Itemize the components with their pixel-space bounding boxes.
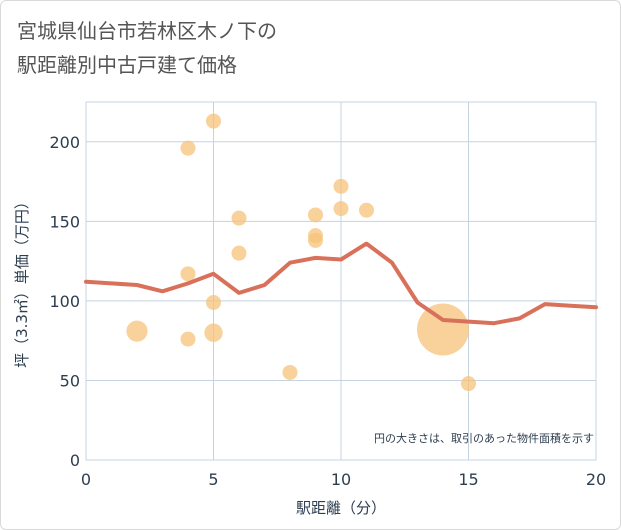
scatter-point [308, 207, 323, 223]
y-axis-label: 坪（3.3㎡）単価（万円） [13, 194, 31, 368]
scatter-point [206, 294, 221, 310]
trend-line [84, 241, 598, 326]
y-tick-label: 200 [49, 133, 80, 152]
x-tick-label: 5 [208, 470, 218, 489]
scatter-point [180, 140, 196, 156]
x-axis-label: 駅距離（分） [296, 499, 386, 517]
chart-title: 宮城県仙台市若林区木ノ下の 駅距離別中古戸建て価格 [17, 19, 277, 77]
scatter-point [206, 113, 221, 129]
scatter-point [417, 303, 469, 356]
y-tick-label: 0 [70, 451, 80, 470]
y-tick-label: 150 [49, 212, 80, 231]
scatter-point [126, 320, 148, 342]
scatter-point [333, 201, 349, 217]
x-tick-label: 0 [81, 470, 91, 489]
scatter-point [333, 178, 349, 194]
scatter-point [461, 376, 476, 392]
y-tick-label: 100 [49, 292, 80, 311]
scatter-point [204, 323, 223, 342]
scatter-point [180, 331, 196, 347]
x-tick-label: 20 [586, 470, 606, 489]
scatter-point [231, 245, 247, 261]
scatter-points [126, 113, 476, 392]
grid-lines [85, 101, 597, 461]
scatter-point [180, 266, 196, 282]
x-tick-label: 10 [331, 470, 351, 489]
average-line [84, 241, 598, 326]
y-tick-label: 50 [60, 371, 80, 390]
scatter-point [282, 364, 298, 380]
scatter-point [359, 202, 374, 218]
scatter-point [308, 232, 323, 248]
x-tick-label: 15 [458, 470, 478, 489]
scatter-point [231, 210, 247, 226]
size-note: 円の大きさは、取引のあった物件面積を示す [374, 431, 594, 445]
